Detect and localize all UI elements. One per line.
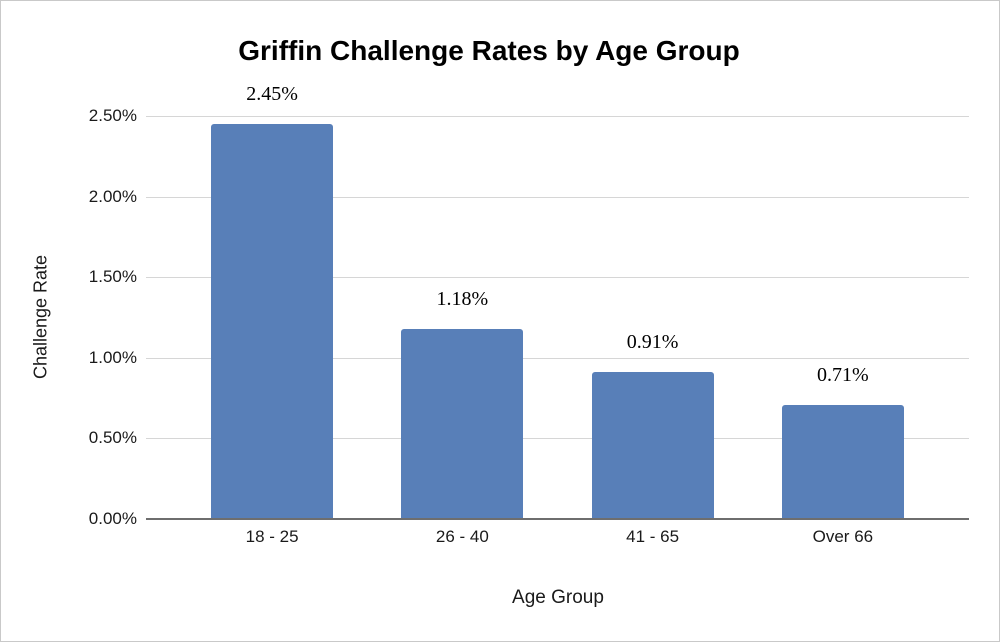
y-tick-label: 0.50% [88, 428, 137, 448]
y-tick-label: 2.00% [88, 186, 137, 206]
x-tick-label: Over 66 [812, 527, 874, 546]
gridline [146, 357, 969, 359]
y-tick-label: 1.50% [88, 267, 137, 287]
gridline [146, 438, 969, 440]
x-axis-line [146, 518, 969, 520]
x-axis-title: Age Group [512, 587, 604, 608]
bar [781, 404, 904, 519]
y-tick-label: 2.50% [88, 106, 137, 125]
bar-value-label: 0.71% [817, 363, 869, 386]
gridline [146, 196, 969, 198]
x-tick-label: 18 - 25 [245, 527, 299, 546]
bar-value-label: 2.45% [246, 83, 298, 106]
bar-value-label: 0.91% [626, 331, 679, 354]
bar [401, 328, 524, 519]
gridline [146, 277, 969, 279]
bar [591, 372, 714, 519]
y-tick-label: 0.00% [88, 509, 137, 528]
gridline [146, 116, 969, 117]
y-tick-label: 1.00% [88, 347, 137, 367]
y-axis-title: Challenge Rate [30, 254, 51, 380]
bar [211, 124, 334, 519]
x-tick-label: 26 - 40 [435, 527, 489, 546]
bar-value-label: 1.18% [436, 287, 489, 310]
chart-title: Griffin Challenge Rates by Age Group [238, 35, 740, 66]
x-tick-label: 41 - 65 [626, 527, 680, 546]
plot-area [146, 116, 969, 519]
